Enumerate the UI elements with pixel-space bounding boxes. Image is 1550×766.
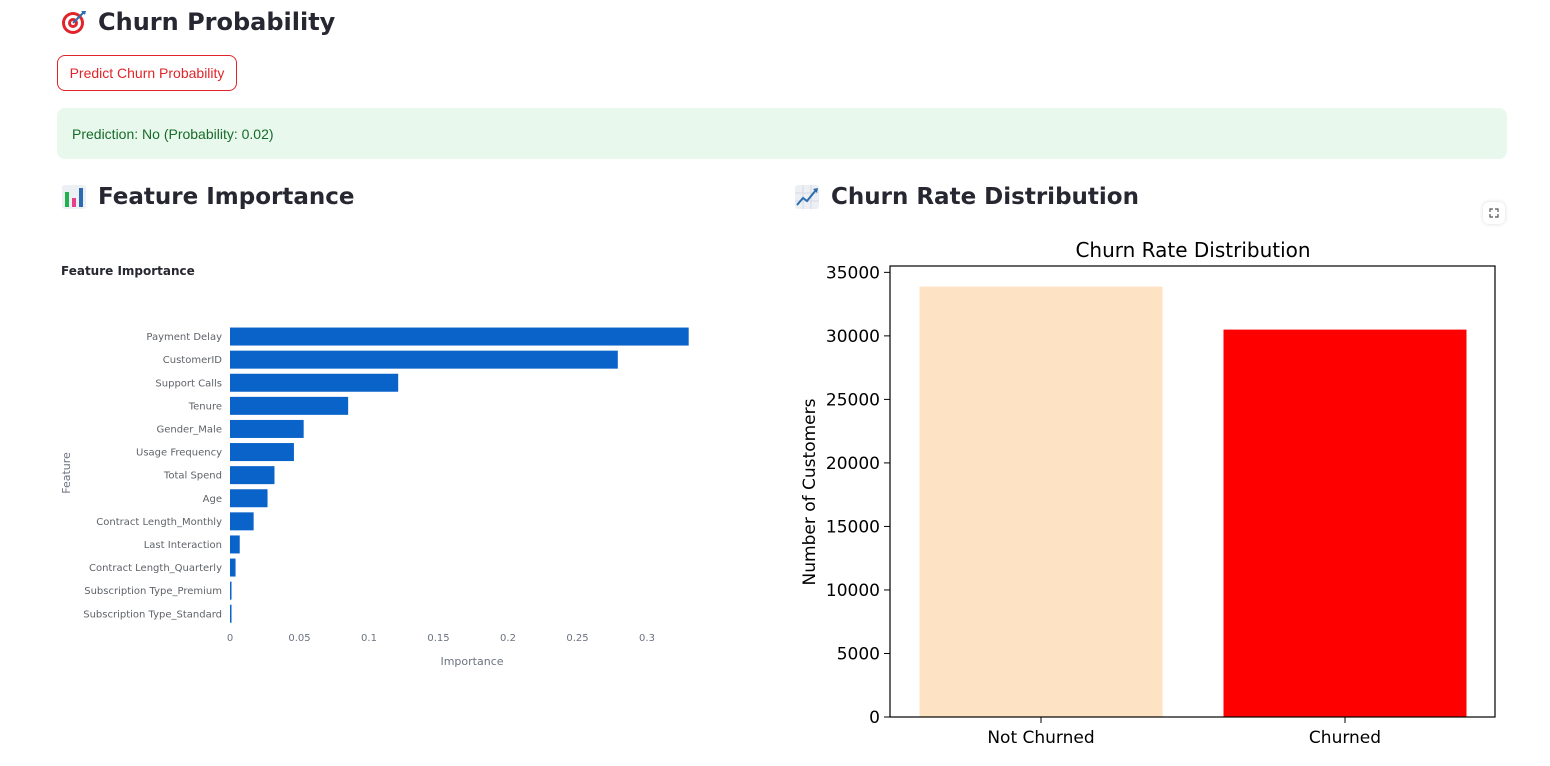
target-icon <box>60 8 88 36</box>
importance-tick-label: 0.05 <box>288 633 310 644</box>
feature-tick-label: Usage Frequency <box>136 448 222 459</box>
churn-rate-heading-text: Churn Rate Distribution <box>831 184 1139 210</box>
feature-bar[interactable] <box>230 535 240 554</box>
feature-importance-chart: Feature Importance Payment Delay Customer… <box>60 264 689 668</box>
predict-churn-button[interactable]: Predict Churn Probability <box>57 55 237 91</box>
feature-bar[interactable] <box>230 466 275 485</box>
feature-tick-label: Contract Length_Quarterly <box>89 563 222 574</box>
feature-bar[interactable] <box>230 512 254 531</box>
feature-bar[interactable] <box>230 327 689 346</box>
category-tick-label: Churned <box>1309 728 1381 748</box>
feature-bar[interactable] <box>230 373 399 392</box>
importance-tick-label: 0.15 <box>427 633 449 644</box>
feature-importance-heading-text: Feature Importance <box>98 184 355 210</box>
feature-importance-heading: Feature Importance <box>60 183 354 211</box>
importance-tick-label: 0.1 <box>361 633 377 644</box>
feature-chart-title: Feature Importance <box>61 264 195 278</box>
y-tick-label: 20000 <box>826 454 880 474</box>
churn-chart-frame <box>889 265 1496 718</box>
prediction-text: Prediction: No (Probability: 0.02) <box>72 125 274 142</box>
feature-bar[interactable] <box>230 581 232 600</box>
category-tick-label: Not Churned <box>987 728 1094 748</box>
y-tick-label: 30000 <box>826 327 880 347</box>
feature-tick-label: Last Interaction <box>144 540 222 551</box>
page-title: Churn Probability <box>60 8 335 36</box>
churn-bar[interactable] <box>919 286 1163 717</box>
importance-tick-label: 0.3 <box>639 633 655 644</box>
bar-chart-icon <box>60 183 88 211</box>
feature-chart-ylabel: Feature <box>60 452 73 494</box>
feature-bar[interactable] <box>230 489 268 508</box>
feature-bar[interactable] <box>230 443 294 462</box>
y-tick-label: 15000 <box>826 517 880 537</box>
y-tick-label: 10000 <box>826 581 880 601</box>
feature-bar[interactable] <box>230 558 236 577</box>
feature-tick-label: Subscription Type_Standard <box>83 609 222 620</box>
feature-tick-label: Tenure <box>188 401 222 412</box>
importance-tick-label: 0 <box>227 633 233 644</box>
trend-chart-icon <box>793 183 821 211</box>
feature-tick-label: Total Spend <box>163 471 222 482</box>
churn-chart-title: Churn Rate Distribution <box>1075 238 1310 262</box>
fullscreen-button[interactable] <box>1483 202 1505 224</box>
churn-bar[interactable] <box>1223 329 1467 717</box>
prediction-success-alert: Prediction: No (Probability: 0.02) <box>57 108 1507 159</box>
y-tick-label: 25000 <box>826 390 880 410</box>
feature-tick-label: Contract Length_Monthly <box>96 517 222 528</box>
feature-bar[interactable] <box>230 350 618 369</box>
y-tick-label: 35000 <box>826 263 880 283</box>
churn-rate-heading: Churn Rate Distribution <box>793 183 1139 211</box>
feature-tick-label: Subscription Type_Premium <box>84 586 222 597</box>
feature-bar[interactable] <box>230 396 349 415</box>
expand-icon <box>1489 208 1499 218</box>
y-tick-label: 0 <box>869 708 880 728</box>
importance-tick-label: 0.2 <box>500 633 516 644</box>
feature-tick-label: Age <box>203 494 222 505</box>
y-tick-label: 5000 <box>837 644 880 664</box>
feature-bar[interactable] <box>230 604 232 623</box>
churn-chart-ylabel: Number of Customers <box>800 398 820 585</box>
feature-tick-label: Payment Delay <box>146 332 222 343</box>
churn-rate-chart: Churn Rate Distribution Not Churned Churn… <box>800 238 1496 748</box>
feature-bar[interactable] <box>230 419 304 438</box>
importance-tick-label: 0.25 <box>566 633 588 644</box>
feature-chart-xlabel: Importance <box>440 655 503 668</box>
feature-tick-label: Gender_Male <box>156 424 222 435</box>
page-title-text: Churn Probability <box>98 8 336 36</box>
feature-tick-label: Support Calls <box>155 378 222 389</box>
feature-tick-label: CustomerID <box>163 355 223 366</box>
